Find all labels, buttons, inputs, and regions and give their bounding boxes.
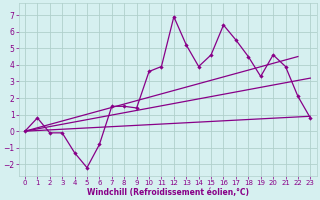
X-axis label: Windchill (Refroidissement éolien,°C): Windchill (Refroidissement éolien,°C)	[87, 188, 249, 197]
